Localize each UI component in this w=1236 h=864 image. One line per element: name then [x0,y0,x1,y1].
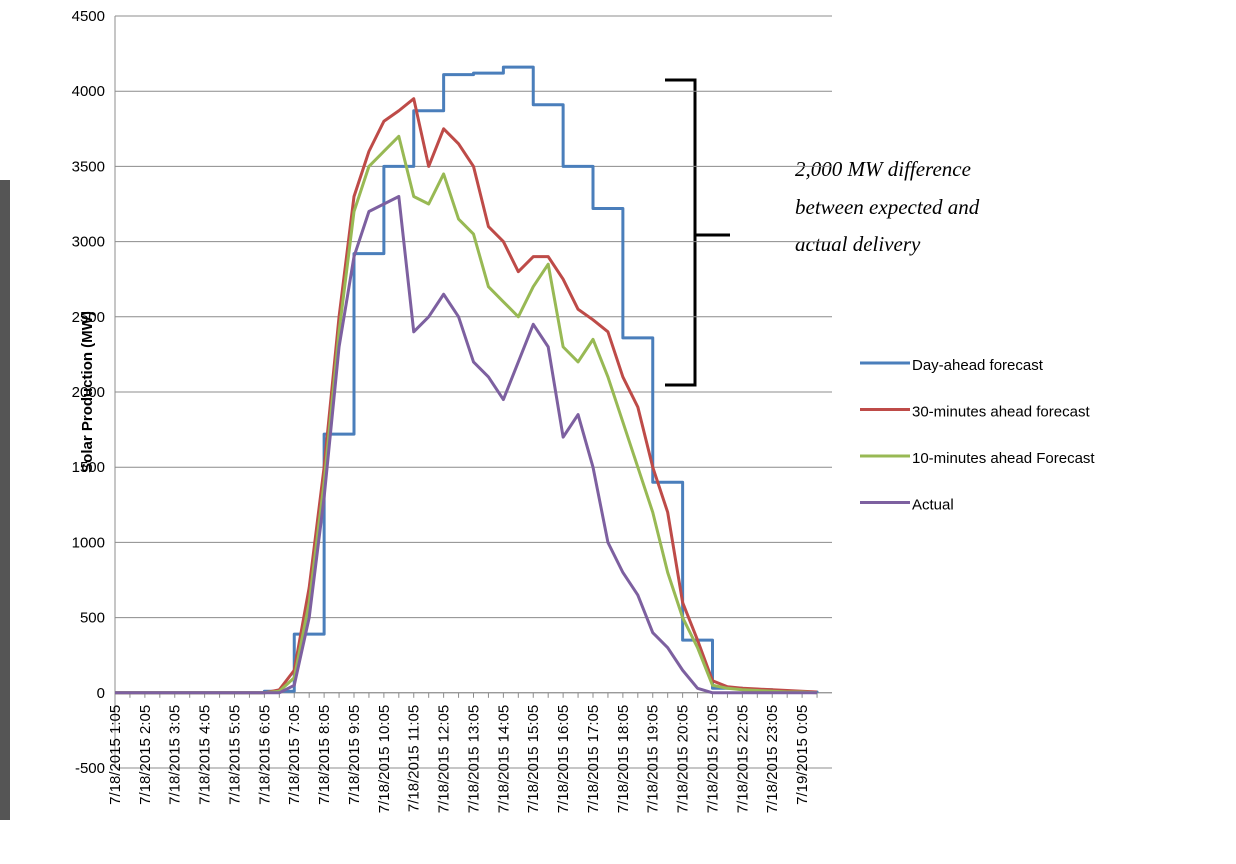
series-line [115,99,817,693]
y-tick-label: 500 [80,610,105,627]
x-tick-label: 7/18/2015 2:05 [137,705,154,805]
x-tick-label: 7/18/2015 9:05 [346,705,363,805]
photo-edge [0,180,10,820]
x-tick-label: 7/18/2015 5:05 [227,705,244,805]
series-line [115,67,817,693]
y-tick-label: 4500 [72,8,105,25]
x-tick-label: 7/18/2015 4:05 [197,705,214,805]
y-tick-label: 1000 [72,534,105,551]
x-tick-label: 7/18/2015 12:05 [436,705,453,813]
x-tick-label: 7/18/2015 21:05 [705,705,722,813]
y-tick-label: 2500 [72,309,105,326]
x-tick-label: 7/18/2015 13:05 [466,705,483,813]
x-tick-label: 7/18/2015 22:05 [734,705,751,813]
y-tick-label: 3000 [72,234,105,251]
x-tick-label: 7/18/2015 23:05 [764,705,781,813]
y-tick-label: 4000 [72,83,105,100]
x-tick-label: 7/18/2015 10:05 [376,705,393,813]
x-tick-label: 7/18/2015 16:05 [555,705,572,813]
x-tick-label: 7/18/2015 17:05 [585,705,602,813]
y-tick-label: 2000 [72,384,105,401]
annotation-line: 2,000 MW difference [795,157,971,181]
legend-label: 30-minutes ahead forecast [912,404,1090,421]
annotation-line: actual delivery [795,232,921,256]
bracket [665,80,730,385]
y-tick-label: 0 [97,685,105,702]
x-tick-label: 7/18/2015 8:05 [316,705,333,805]
y-tick-label: 3500 [72,158,105,175]
x-tick-label: 7/18/2015 7:05 [286,705,303,805]
x-tick-label: 7/18/2015 20:05 [675,705,692,813]
legend-label: Day-ahead forecast [912,357,1044,374]
legend-label: 10-minutes ahead Forecast [912,450,1095,467]
legend-label: Actual [912,497,954,514]
series-line [115,136,817,692]
x-tick-label: 7/18/2015 19:05 [645,705,662,813]
chart: Solar Production (MW) 2,000 MW differenc… [0,0,1236,864]
y-tick-label: -500 [75,760,105,777]
x-tick-label: 7/18/2015 1:05 [107,705,124,805]
annotation-line: between expected and [795,195,980,219]
page: Solar Production (MW) 2,000 MW differenc… [0,0,1236,864]
x-tick-label: 7/18/2015 6:05 [256,705,273,805]
y-tick-label: 1500 [72,459,105,476]
x-tick-label: 7/18/2015 14:05 [495,705,512,813]
series-line [115,196,817,692]
x-tick-label: 7/18/2015 3:05 [167,705,184,805]
x-tick-label: 7/19/2015 0:05 [794,705,811,805]
x-tick-label: 7/18/2015 11:05 [406,705,423,812]
x-tick-label: 7/18/2015 15:05 [525,705,542,813]
x-tick-label: 7/18/2015 18:05 [615,705,632,813]
